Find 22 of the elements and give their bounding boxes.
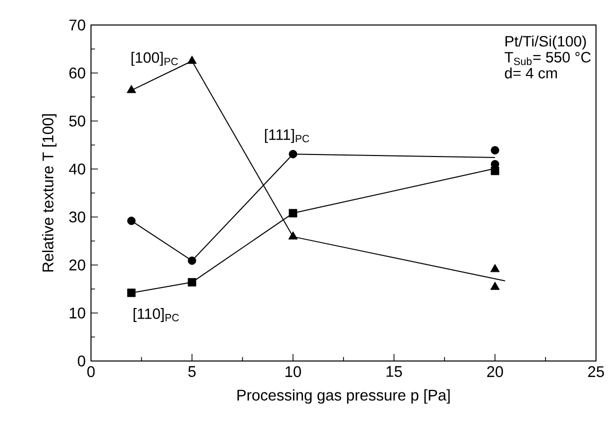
x-tick-label: 15 (386, 366, 402, 377)
x-axis-title: Processing gas pressure p [Pa] (237, 389, 450, 404)
series-label: [111]$_{PC}$ (265, 128, 310, 143)
y-axis-title: Relative texture T [100] (42, 114, 56, 272)
y-tick-label: 0 (78, 356, 86, 366)
x-tick-label: 5 (188, 366, 196, 377)
x-tick-label: 0 (87, 366, 95, 378)
y-tick-label: 50 (69, 116, 86, 126)
annotation: Pt/Ti/Si(100) (506, 36, 586, 50)
annotation: T$_{Sub}$= 550 °C (504, 52, 591, 66)
x-tick-label: 25 (588, 366, 604, 378)
y-tick-label: 60 (69, 68, 86, 78)
y-tick-label: 30 (69, 212, 86, 222)
x-tick-label: 10 (286, 366, 301, 378)
y-tick-label: 10 (70, 308, 86, 318)
y-tick-label: 70 (69, 20, 86, 30)
series-label: [100]$_{PC}$ (132, 52, 178, 66)
legend-label: [110]$_{PC}$ (134, 308, 179, 322)
y-tick-label: 20 (69, 260, 86, 270)
annotation: d= 4 cm (504, 67, 557, 78)
x-tick-label: 20 (487, 366, 503, 378)
y-tick-label: 40 (69, 164, 86, 174)
